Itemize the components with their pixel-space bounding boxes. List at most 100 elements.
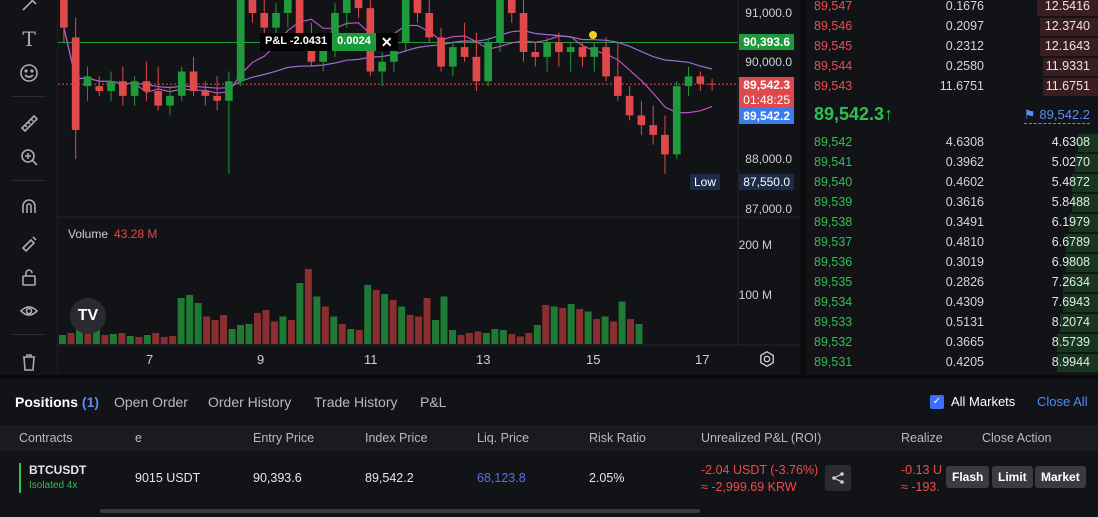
- volume-bar: [152, 333, 160, 344]
- time-axis-tick: 15: [586, 352, 601, 367]
- bid-total: 6.9808: [1051, 255, 1090, 269]
- text-icon[interactable]: T: [22, 27, 36, 51]
- bid-row[interactable]: 89,539 0.3616 5.8488: [806, 193, 1098, 213]
- volume-bar: [254, 313, 261, 344]
- bid-total: 7.2634: [1051, 275, 1090, 289]
- chart-settings-icon[interactable]: [758, 350, 776, 368]
- position-unrealized-pnl-krw: ≈ -2,999.69 KRW: [701, 480, 797, 494]
- orderbook-mark-price: 89,542.2: [1039, 107, 1090, 122]
- depth-bar: [1060, 314, 1098, 332]
- magnet-icon[interactable]: [17, 195, 41, 219]
- zoom-in-icon[interactable]: [17, 145, 41, 169]
- ask-row[interactable]: 89,543 11.6751 11.6751: [806, 77, 1098, 97]
- eye-icon[interactable]: [17, 299, 41, 323]
- volume-bar: [491, 329, 499, 344]
- limit-close-button[interactable]: Limit: [992, 466, 1033, 488]
- ask-row[interactable]: 89,544 0.2580 11.9331: [806, 57, 1098, 77]
- depth-bar: [1077, 134, 1098, 152]
- tab-trade-history[interactable]: Trade History: [314, 394, 398, 410]
- ask-total: 12.1643: [1044, 39, 1090, 53]
- position-entry-price: 90,393.6: [253, 471, 302, 485]
- candle-body: [189, 71, 198, 91]
- close-all-button[interactable]: Close All: [1037, 394, 1088, 409]
- volume-bar: [330, 316, 338, 344]
- position-row[interactable]: BTCUSDT Isolated 4x 9015 USDT 90,393.6 8…: [0, 455, 1098, 503]
- candle-body: [354, 0, 363, 9]
- candle-body: [649, 125, 658, 135]
- bid-total: 8.5739: [1051, 335, 1090, 349]
- volume-bar: [635, 324, 643, 344]
- position-size: 9015 USDT: [135, 471, 201, 485]
- volume-bar: [533, 325, 541, 344]
- pen-icon[interactable]: [17, 0, 41, 18]
- position-pnl-tag[interactable]: P&L -2.0431 0.0024 ✕: [260, 33, 398, 51]
- tradingview-logo[interactable]: TV: [70, 298, 106, 334]
- volume-bar: [220, 315, 228, 344]
- candle-body: [118, 81, 127, 96]
- bid-row[interactable]: 89,532 0.3665 8.5739: [806, 333, 1098, 353]
- lock-draw-icon[interactable]: [17, 230, 41, 254]
- trash-icon[interactable]: [17, 350, 41, 374]
- tab-open-order[interactable]: Open Order: [114, 394, 188, 410]
- price-chart[interactable]: 91,000.0 90,000.0 88,000.0 87,000.0 90,3…: [58, 0, 800, 375]
- position-symbol[interactable]: BTCUSDT: [29, 463, 87, 477]
- bid-row[interactable]: 89,531 0.4205 8.9944: [806, 353, 1098, 373]
- ask-row[interactable]: 89,546 0.2097 12.3740: [806, 17, 1098, 37]
- bid-row[interactable]: 89,536 0.3019 6.9808: [806, 253, 1098, 273]
- bid-row[interactable]: 89,535 0.2826 7.2634: [806, 273, 1098, 293]
- volume-bar: [601, 316, 609, 344]
- volume-bar: [423, 298, 431, 344]
- all-markets-toggle[interactable]: ✓ All Markets: [930, 394, 1015, 409]
- bid-quantity: 0.3491: [945, 215, 984, 229]
- bid-row[interactable]: 89,533 0.5131 8.2074: [806, 313, 1098, 333]
- volume-bar: [186, 295, 194, 344]
- low-price-tag: 87,550.0: [739, 174, 794, 190]
- candle-body: [448, 47, 457, 67]
- volume-bar: [177, 298, 185, 344]
- share-button[interactable]: [825, 465, 851, 491]
- toolbar-divider: [12, 180, 46, 181]
- chart-canvas[interactable]: [58, 0, 800, 375]
- bid-row[interactable]: 89,534 0.4309 7.6943: [806, 293, 1098, 313]
- flash-close-button[interactable]: Flash: [946, 466, 990, 488]
- horizontal-scrollbar[interactable]: [100, 509, 700, 513]
- share-icon: [832, 472, 844, 484]
- mark-price-link[interactable]: ⚑ 89,542.2: [1023, 107, 1090, 124]
- bid-row[interactable]: 89,538 0.3491 6.1979: [806, 213, 1098, 233]
- candle-body: [225, 81, 233, 101]
- volume-bar: [279, 316, 287, 344]
- tab-order-history[interactable]: Order History: [208, 394, 292, 410]
- candle-body: [201, 91, 210, 96]
- tab-pnl[interactable]: P&L: [420, 394, 447, 410]
- tab-positions[interactable]: Positions (1): [15, 394, 99, 410]
- header-index-price: Index Price: [365, 431, 428, 445]
- ruler-icon[interactable]: [17, 111, 41, 135]
- ask-row[interactable]: 89,547 0.1676 12.5416: [806, 0, 1098, 17]
- bid-row[interactable]: 89,541 0.3962 5.0270: [806, 153, 1098, 173]
- position-realized-pnl-krw: ≈ -193.: [901, 480, 940, 494]
- header-close-action: Close Action: [982, 431, 1052, 445]
- ask-row[interactable]: 89,545 0.2312 12.1643: [806, 37, 1098, 57]
- candle-body: [519, 13, 528, 52]
- candle-body: [130, 81, 139, 96]
- checkbox-checked-icon[interactable]: ✓: [930, 394, 944, 409]
- candle-body: [566, 47, 575, 52]
- bid-row[interactable]: 89,540 0.4602 5.4872: [806, 173, 1098, 193]
- unlock-icon[interactable]: [17, 265, 41, 289]
- candle-body: [272, 13, 280, 28]
- volume-bar: [296, 283, 304, 344]
- mid-price: 89,542.3: [814, 104, 885, 124]
- depth-bar: [1042, 58, 1098, 76]
- bid-row[interactable]: 89,542 4.6308 4.6308: [806, 133, 1098, 153]
- close-position-icon[interactable]: ✕: [375, 33, 398, 51]
- volume-bar: [465, 333, 473, 344]
- bid-quantity: 0.3616: [945, 195, 984, 209]
- volume-bar: [449, 330, 456, 344]
- depth-bar: [1062, 274, 1098, 292]
- candle-body: [413, 0, 422, 13]
- market-close-button[interactable]: Market: [1035, 466, 1086, 488]
- ask-price: 89,547: [814, 0, 853, 13]
- bid-price: 89,535: [814, 275, 853, 289]
- emoji-icon[interactable]: [17, 61, 41, 85]
- bid-row[interactable]: 89,537 0.4810 6.6789: [806, 233, 1098, 253]
